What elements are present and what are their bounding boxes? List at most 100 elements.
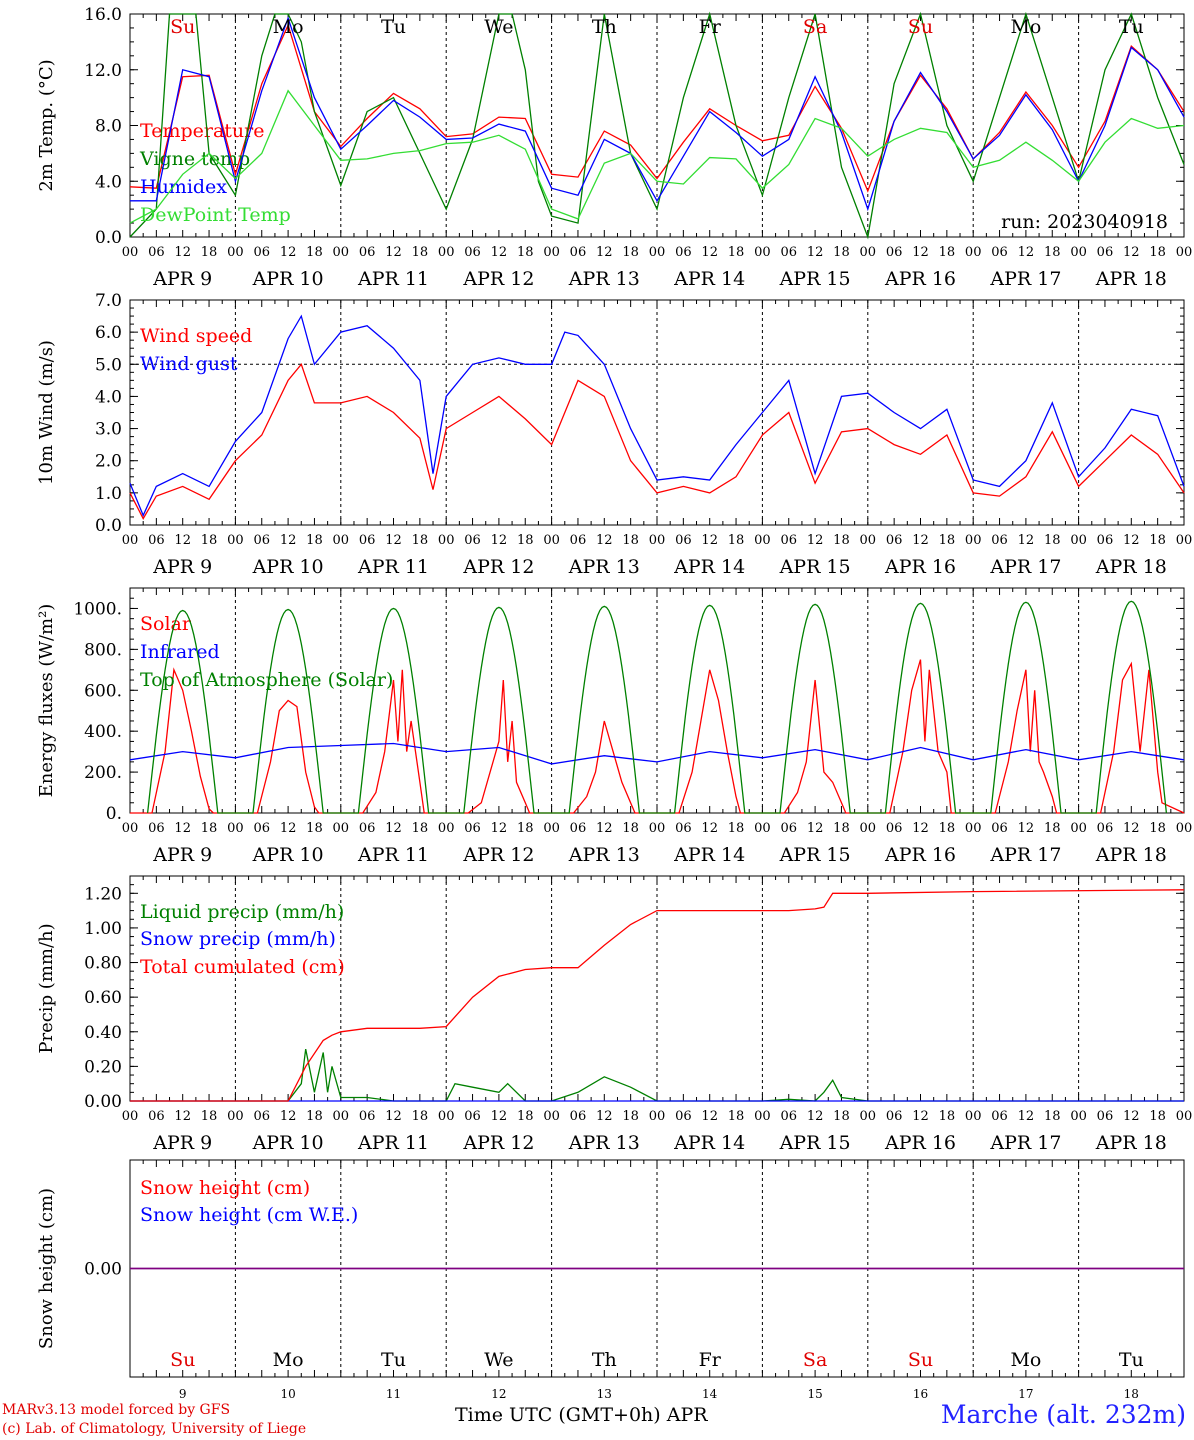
hour-tick-label: 18 [1149, 245, 1166, 260]
weekday-label: We [484, 16, 513, 38]
hour-tick-label: 00 [1070, 821, 1087, 836]
hour-tick-label: 00 [649, 533, 666, 548]
hour-tick-label: 12 [912, 1109, 929, 1124]
hour-tick-label: 12 [701, 533, 718, 548]
hour-tick-label: 18 [1044, 533, 1061, 548]
hour-tick-label: 00 [754, 821, 771, 836]
hour-tick-label: 18 [517, 1109, 534, 1124]
hour-tick-label: 18 [201, 821, 218, 836]
date-label: APR 11 [357, 844, 429, 866]
time-axis-title: Time UTC (GMT+0h) APR [455, 1404, 708, 1426]
hour-tick-label: 06 [675, 821, 692, 836]
day-number-label: 10 [280, 1387, 295, 1401]
hour-tick-label: 00 [543, 821, 560, 836]
hour-tick-label: 18 [306, 821, 323, 836]
hour-tick-label: 00 [438, 533, 455, 548]
weekday-label: Tu [1119, 16, 1144, 38]
date-label: APR 13 [568, 844, 640, 866]
date-label: APR 18 [1095, 844, 1167, 866]
hour-tick-label: 12 [1018, 245, 1035, 260]
date-label: APR 9 [152, 844, 212, 866]
date-label: APR 12 [462, 844, 534, 866]
weekday-label: Tu [381, 1349, 406, 1371]
date-label: APR 12 [462, 1132, 534, 1154]
weekday-label: Su [170, 1349, 195, 1371]
hour-tick-label: 00 [1070, 1109, 1087, 1124]
y-tick-label: 4.0 [95, 387, 122, 407]
hour-tick-label: 06 [991, 245, 1008, 260]
hour-tick-label: 06 [780, 245, 797, 260]
date-label: APR 16 [884, 1132, 956, 1154]
date-label: APR 12 [462, 268, 534, 290]
hour-tick-label: 18 [1044, 821, 1061, 836]
plot-frame-2 [129, 299, 1185, 526]
date-label: APR 16 [884, 556, 956, 578]
station-label: Marche (alt. 232m) [940, 1400, 1186, 1429]
hour-tick-label: 06 [253, 245, 270, 260]
series-line-humidex [130, 16, 1185, 212]
date-label: APR 17 [989, 268, 1061, 290]
series-line-infrared [129, 742, 1185, 765]
hour-tick-label: 12 [280, 1109, 297, 1124]
hour-tick-label: 00 [965, 821, 982, 836]
hour-tick-label: 00 [543, 1109, 560, 1124]
series-line-wind-gust [129, 314, 1185, 518]
hour-tick-label: 00 [1176, 533, 1193, 548]
date-label: APR 16 [884, 268, 956, 290]
hour-tick-label: 00 [860, 533, 877, 548]
y-tick-label: 2.0 [95, 452, 122, 472]
date-label: APR 15 [779, 844, 851, 866]
hour-tick-label: 18 [939, 533, 956, 548]
y-tick-label: 0.00 [84, 1092, 122, 1112]
y-tick-label: 800. [84, 640, 122, 660]
legend-entry: Solar [140, 613, 192, 635]
date-label: APR 15 [779, 556, 851, 578]
day-number-label: 14 [702, 1387, 718, 1401]
date-label: APR 16 [884, 844, 956, 866]
hour-tick-label: 18 [1149, 821, 1166, 836]
run-label: run: 2023040918 [1001, 211, 1168, 233]
hour-tick-label: 12 [491, 245, 508, 260]
hour-tick-label: 06 [780, 1109, 797, 1124]
hour-tick-label: 06 [464, 1109, 481, 1124]
weekday-label: Th [592, 16, 617, 38]
date-label: APR 13 [568, 556, 640, 578]
legend-entry: Top of Atmosphere (Solar) [140, 669, 393, 691]
hour-tick-label: 00 [860, 1109, 877, 1124]
hour-tick-label: 00 [543, 533, 560, 548]
date-label: APR 11 [357, 268, 429, 290]
hour-tick-label: 00 [860, 245, 877, 260]
hour-tick-label: 12 [596, 533, 613, 548]
y-tick-label: 600. [84, 681, 122, 701]
legend-entry: Wind speed [140, 325, 252, 347]
hour-tick-label: 00 [965, 1109, 982, 1124]
date-label: APR 18 [1095, 268, 1167, 290]
hour-tick-label: 00 [333, 245, 350, 260]
date-label: APR 18 [1095, 556, 1167, 578]
hour-tick-label: 00 [438, 245, 455, 260]
y-axis-label: Energy fluxes (W/m²) [36, 604, 57, 798]
hour-tick-label: 18 [412, 821, 429, 836]
hour-tick-label: 18 [201, 245, 218, 260]
hour-tick-label: 00 [333, 533, 350, 548]
date-label: APR 12 [462, 556, 534, 578]
y-axis-label: Snow height (cm) [36, 1188, 57, 1349]
date-label: APR 10 [252, 556, 324, 578]
hour-tick-label: 18 [306, 1109, 323, 1124]
y-tick-label: 0.40 [84, 1023, 122, 1043]
weekday-label: Tu [381, 16, 406, 38]
weekday-label: Fr [699, 1349, 722, 1371]
date-label: APR 9 [152, 1132, 212, 1154]
series-line-dewpoint-temp [129, 89, 1185, 224]
hour-tick-label: 12 [912, 821, 929, 836]
hour-tick-label: 18 [1149, 533, 1166, 548]
y-tick-label: 12.0 [84, 61, 122, 81]
y-tick-label: 200. [84, 763, 122, 783]
hour-tick-label: 12 [1018, 821, 1035, 836]
hour-tick-label: 00 [860, 821, 877, 836]
hour-tick-label: 12 [491, 533, 508, 548]
legend-entry: Total cumulated (cm) [140, 956, 345, 978]
y-axis-label: 2m Temp. (°C) [36, 59, 57, 191]
date-label: APR 14 [673, 556, 745, 578]
date-label: APR 14 [673, 844, 745, 866]
